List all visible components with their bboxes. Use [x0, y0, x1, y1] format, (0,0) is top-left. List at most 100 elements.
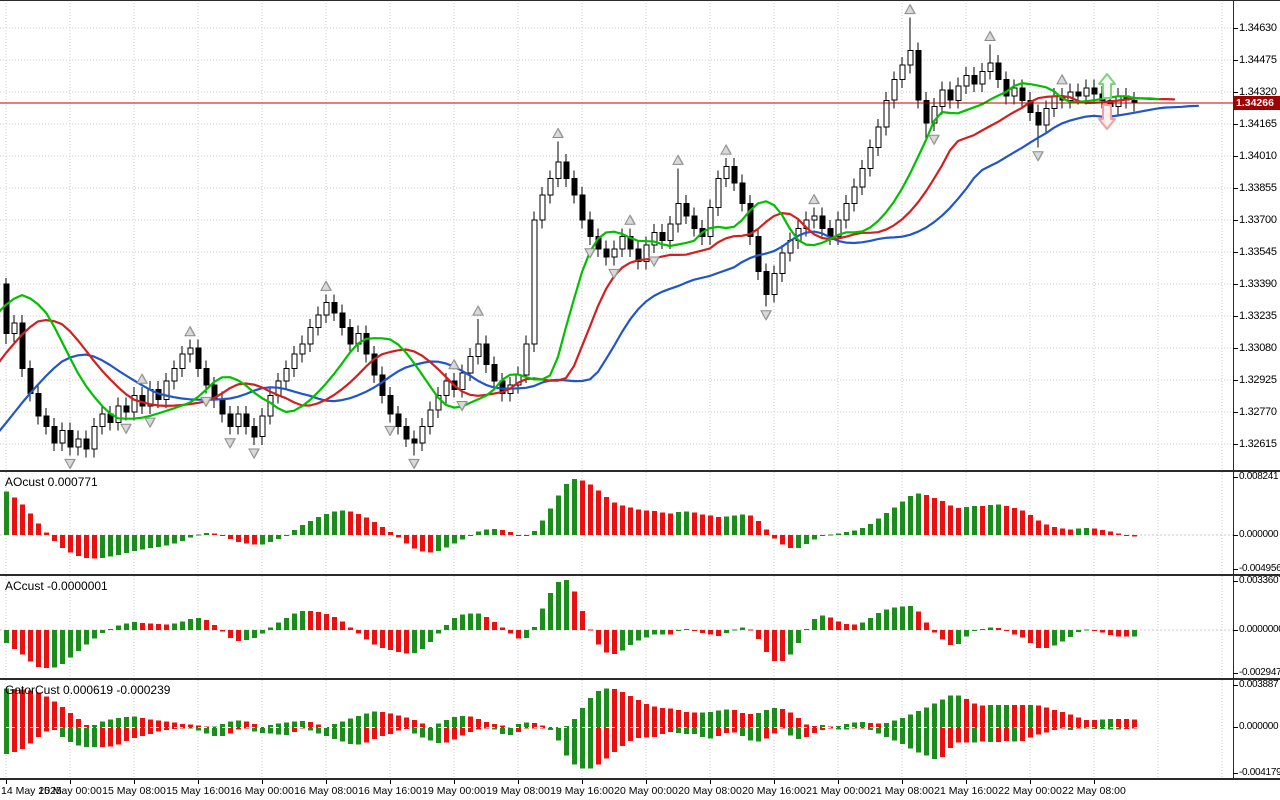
time-tick: [646, 780, 647, 784]
time-axis-label: 19 May 16:00: [550, 785, 614, 797]
price-scale-label: 1.34010: [1239, 150, 1277, 162]
scale-tick: [1233, 156, 1238, 157]
time-tick: [774, 780, 775, 784]
time-axis-label: 15 May 08:00: [102, 785, 166, 797]
price-scale-label: 1.32770: [1239, 406, 1277, 418]
scale-tick: [1233, 188, 1238, 189]
time-axis-label: 15 May 16:00: [166, 785, 230, 797]
scale-tick: [1233, 673, 1238, 674]
scale-tick: [1233, 444, 1238, 445]
price-scale-label: 1.33390: [1239, 278, 1277, 290]
time-tick: [262, 780, 263, 784]
scale-tick: [1233, 535, 1238, 536]
indicator-scale-label: 0.0033607: [1239, 575, 1280, 586]
ao-indicator-panel[interactable]: [0, 472, 1233, 574]
time-tick: [582, 780, 583, 784]
time-tick: [1030, 780, 1031, 784]
panel-separator[interactable]: [0, 470, 1280, 472]
price-scale-label: 1.33700: [1239, 214, 1277, 226]
panel-separator[interactable]: [0, 678, 1280, 680]
indicator-scale-label: 0.003887: [1239, 679, 1279, 690]
time-tick: [518, 780, 519, 784]
price-scale-label: 1.33080: [1239, 342, 1277, 354]
indicator-scale-label: 0.008241: [1239, 471, 1279, 482]
price-scale-label: 1.32615: [1239, 438, 1277, 450]
time-axis-label: 19 May 08:00: [486, 785, 550, 797]
main-chart-panel[interactable]: [0, 0, 1233, 470]
time-tick: [70, 780, 71, 784]
time-tick: [838, 780, 839, 784]
ac-indicator-panel[interactable]: [0, 576, 1233, 678]
time-tick: [1094, 780, 1095, 784]
time-axis-label: 20 May 00:00: [614, 785, 678, 797]
time-axis-label: 20 May 16:00: [742, 785, 806, 797]
scale-tick: [1233, 92, 1238, 93]
time-axis-label: 16 May 16:00: [358, 785, 422, 797]
time-axis-label: 21 May 16:00: [934, 785, 998, 797]
scale-tick: [1233, 284, 1238, 285]
price-scale-label: 1.33235: [1239, 310, 1277, 322]
price-scale-label: 1.33545: [1239, 246, 1277, 258]
price-scale-label: 1.34475: [1239, 54, 1277, 66]
price-scale-label: 1.34165: [1239, 118, 1277, 130]
scale-tick: [1233, 348, 1238, 349]
scale-tick: [1233, 220, 1238, 221]
time-axis-label: 15 May 00:00: [38, 785, 102, 797]
time-tick: [134, 780, 135, 784]
indicator-scale-label: 0.000000: [1239, 529, 1279, 540]
panel-separator[interactable]: [0, 574, 1280, 576]
scale-tick: [1233, 316, 1238, 317]
scale-tick: [1233, 727, 1238, 728]
scale-tick: [1233, 581, 1238, 582]
scale-tick: [1233, 630, 1238, 631]
time-tick: [454, 780, 455, 784]
gator-indicator-panel[interactable]: [0, 680, 1233, 778]
time-tick: [966, 780, 967, 784]
scale-tick: [1233, 124, 1238, 125]
scale-tick: [1233, 569, 1238, 570]
time-axis-label: 19 May 00:00: [422, 785, 486, 797]
axis-separator: [0, 778, 1280, 780]
signal-up-arrow: [1098, 73, 1116, 99]
time-axis-label: 16 May 08:00: [294, 785, 358, 797]
scale-tick: [1233, 380, 1238, 381]
time-axis-label: 22 May 00:00: [998, 785, 1062, 797]
indicator-scale-label: -0.004956: [1239, 563, 1280, 574]
time-tick: [902, 780, 903, 784]
time-tick: [198, 780, 199, 784]
time-axis-label: 21 May 08:00: [870, 785, 934, 797]
signal-down-arrow: [1098, 104, 1116, 130]
time-tick: [390, 780, 391, 784]
indicator-scale-label: -0.004179: [1239, 767, 1280, 778]
current-price-tag: 1.34266: [1233, 96, 1280, 110]
chart-top-border: [0, 0, 1280, 1]
ao-indicator-label: AOcust 0.000771: [5, 475, 98, 489]
scale-tick: [1233, 252, 1238, 253]
scale-tick: [1233, 477, 1238, 478]
scale-tick: [1233, 28, 1238, 29]
scale-tick: [1233, 685, 1238, 686]
indicator-scale-label: -0.0029477: [1239, 667, 1280, 678]
scale-tick: [1233, 60, 1238, 61]
time-axis[interactable]: 14 May 2025 15 May 00:00 15 May 08:00 15 Ma…: [0, 780, 1280, 800]
time-axis-label: 16 May 00:00: [230, 785, 294, 797]
price-scale-label: 1.34630: [1239, 22, 1277, 34]
price-scale-label: 1.34320: [1239, 86, 1277, 98]
time-tick: [710, 780, 711, 784]
indicator-scale-label: 0.0000000: [1239, 624, 1280, 635]
time-axis-label: 22 May 08:00: [1062, 785, 1126, 797]
time-axis-label: 20 May 08:00: [678, 785, 742, 797]
time-tick: [326, 780, 327, 784]
time-tick: [6, 780, 7, 784]
gator-indicator-label: GatorCust 0.000619 -0.000239: [5, 683, 171, 697]
time-axis-label: 21 May 00:00: [806, 785, 870, 797]
price-scale-label: 1.32925: [1239, 374, 1277, 386]
scale-border: [1233, 0, 1234, 778]
price-scale-label: 1.33855: [1239, 182, 1277, 194]
scale-tick: [1233, 773, 1238, 774]
indicator-scale-label: 0.000000: [1239, 721, 1279, 732]
scale-tick: [1233, 412, 1238, 413]
ac-indicator-label: ACcust -0.0000001: [5, 579, 108, 593]
time-axis-label: 14 May 2025: [1, 785, 62, 797]
